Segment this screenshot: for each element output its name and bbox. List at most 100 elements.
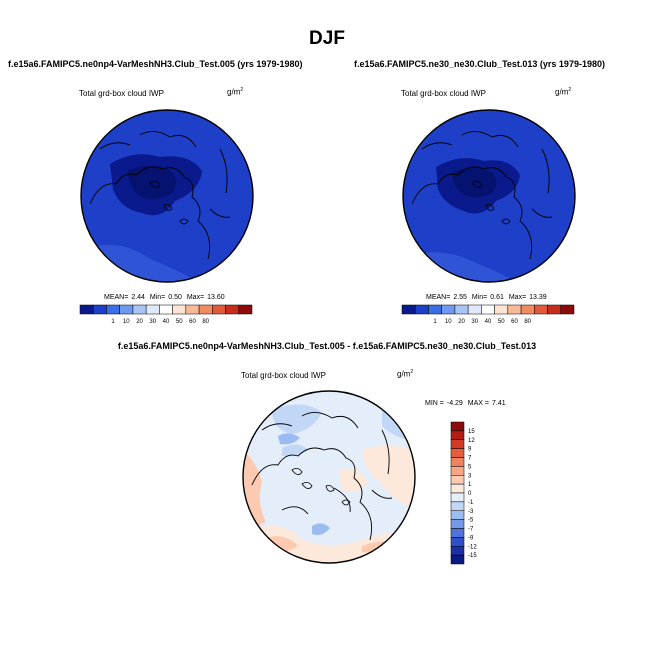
colorbar-2-tick-label: 1 — [433, 319, 437, 325]
panel-3-max-value: 7.41 — [492, 400, 506, 407]
colorbar-3-swatch — [450, 439, 465, 449]
panel-2-min-value: 0.61 — [490, 294, 504, 301]
colorbar-2-swatch — [520, 304, 535, 315]
panel-3-case-title: f.e15a6.FAMIPC5.ne0np4-VarMeshNH3.Club_T… — [117, 341, 537, 351]
colorbar-2-swatch — [454, 304, 469, 315]
colorbar-2-swatch — [401, 304, 416, 315]
colorbar-1-swatch — [79, 304, 94, 315]
colorbar-3-tick-label: -5 — [468, 518, 474, 524]
panel-2-map — [402, 109, 576, 283]
colorbar-3-tick-label: -7 — [468, 527, 474, 533]
colorbar-2-swatch — [494, 304, 509, 315]
panel-3-units: g/m2 — [397, 369, 413, 379]
panel-1-min-value: 0.50 — [168, 294, 182, 301]
colorbar-2-swatch — [481, 304, 495, 315]
colorbar-3-swatch — [450, 537, 465, 547]
colorbar-1-tick-label: 60 — [189, 319, 196, 325]
colorbar-1-tick-label: 50 — [176, 319, 183, 325]
panel-3-units-base: g/m — [397, 369, 411, 379]
colorbar-2-tick-label: 20 — [458, 319, 465, 325]
colorbar-2-swatch — [428, 304, 442, 315]
panel-1-variable-label: Total grd-box cloud IWP — [79, 89, 164, 98]
colorbar-3-swatch — [450, 510, 465, 520]
panel-2-units-exp: 2 — [568, 87, 572, 93]
colorbar-3-tick-label: 1 — [468, 482, 472, 488]
panel-3-max-label: MAX = — [467, 400, 489, 407]
panel-3-colorbar: 15 12 9 7 5 3 1 0 -1 -3 -5 -7 -9 -12 -15 — [450, 421, 477, 565]
panel-3-contour-neg-strong — [278, 433, 330, 536]
colorbar-1-swatch — [225, 304, 240, 315]
colorbar-2-tick-label: 30 — [471, 319, 478, 325]
panel-1-contour-lowest — [128, 165, 177, 200]
panel-3-contour-pos-right — [362, 445, 415, 510]
colorbar-3-swatch — [450, 501, 465, 511]
colorbar-3-swatch — [450, 528, 465, 538]
colorbar-2-tick-label: 60 — [511, 319, 518, 325]
colorbar-2-tick-label: 40 — [485, 319, 492, 325]
panel-1-mean-value: 2.44 — [131, 294, 145, 301]
panel-2-contour-lowest — [452, 167, 497, 198]
panel-3-units-exp: 2 — [410, 369, 414, 375]
colorbar-3-tick-label: 15 — [468, 429, 475, 435]
panel-1-max-value: 13.60 — [207, 294, 225, 301]
colorbar-1-tick-label: 1 — [111, 319, 115, 325]
colorbar-2-swatch — [534, 304, 548, 315]
colorbar-3-tick-label: 3 — [468, 473, 472, 479]
panel-3-contour-neg-right — [382, 410, 408, 440]
colorbar-3-tick-label: -12 — [468, 544, 477, 550]
colorbar-2-swatch — [560, 304, 575, 315]
colorbar-3-swatch — [450, 554, 465, 565]
panel-1-min-label: Min= — [149, 294, 166, 301]
colorbar-3-swatch — [450, 519, 465, 529]
colorbar-1-swatch — [185, 304, 200, 315]
colorbar-3-swatch — [450, 466, 465, 476]
colorbar-1-swatch — [106, 304, 120, 315]
panel-2-max-label: Max= — [508, 294, 527, 301]
panel-1-coastline — [89, 131, 231, 260]
panel-2-max-value: 13.39 — [529, 294, 547, 301]
panel-3-min-label: MIN = — [425, 400, 444, 407]
panel-2-stats: MEAN= 2.55 Min= 0.61 Max= 13.39 — [426, 294, 550, 301]
panel-2-colorbar: 1 10 20 30 40 50 60 80 — [401, 304, 575, 325]
panel-2-units-base: g/m — [555, 87, 569, 97]
colorbar-3-swatch — [450, 483, 465, 494]
panel-1-map-border — [80, 109, 254, 283]
colorbar-3-tick-label: -15 — [468, 553, 477, 559]
figure-title: DJF — [309, 28, 345, 49]
colorbar-1-swatch — [145, 304, 160, 315]
panel-2-variable-label: Total grd-box cloud IWP — [401, 89, 486, 98]
colorbar-2-swatch — [441, 304, 456, 315]
panel-3-contour-pos-bottom-strong — [262, 536, 398, 553]
colorbar-3-swatch — [450, 546, 465, 556]
panel-3-variable-label: Total grd-box cloud IWP — [241, 371, 326, 380]
colorbar-1-tick-label: 40 — [163, 319, 170, 325]
colorbar-3-tick-label: -3 — [468, 509, 474, 515]
colorbar-1-tick-label: 30 — [149, 319, 156, 325]
colorbar-3-swatch — [450, 492, 465, 503]
colorbar-2-swatch — [507, 304, 522, 315]
panel-1-units-base: g/m — [227, 87, 241, 97]
colorbar-2-tick-label: 50 — [498, 319, 505, 325]
colorbar-1-swatch — [132, 304, 147, 315]
panel-2-mean-value: 2.55 — [453, 294, 467, 301]
panel-2-map-border — [402, 109, 576, 283]
colorbar-3-tick-label: -1 — [468, 500, 474, 506]
panel-1-max-label: Max= — [186, 294, 205, 301]
colorbar-1-swatch — [172, 304, 187, 315]
panel-2-case-title: f.e15a6.FAMIPC5.ne30_ne30.Club_Test.013 … — [354, 59, 605, 69]
colorbar-3-swatch — [450, 430, 465, 440]
panel-3-map-border — [242, 390, 416, 564]
colorbar-3-tick-label: 9 — [468, 447, 472, 453]
colorbar-1-tick-label: 20 — [136, 319, 143, 325]
panel-1-units: g/m2 — [227, 87, 243, 97]
colorbar-3-tick-label: -9 — [468, 535, 474, 541]
colorbar-1-tick-label: 10 — [123, 319, 130, 325]
panel-3-coastline-islands — [291, 468, 351, 506]
panel-1-case-title: f.e15a6.FAMIPC5.ne0np4-VarMeshNH3.Club_T… — [8, 59, 303, 69]
colorbar-2-tick-label: 80 — [524, 319, 531, 325]
colorbar-2-swatch — [467, 304, 482, 315]
panel-1-colorbar: 1 10 20 30 40 50 60 80 — [79, 304, 253, 325]
colorbar-1-swatch — [159, 304, 173, 315]
colorbar-3-tick-label: 7 — [468, 456, 472, 462]
panel-3-map — [242, 390, 416, 564]
